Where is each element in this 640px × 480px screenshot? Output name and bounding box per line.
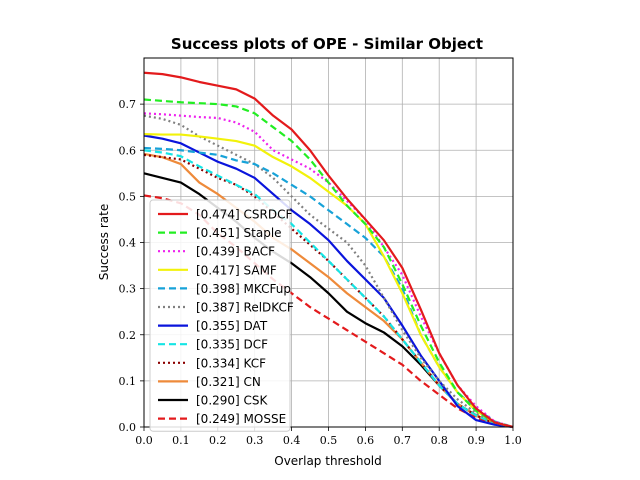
y-tick-label: 0.7: [119, 98, 137, 111]
legend-box: [149, 199, 291, 432]
y-tick-label: 0.0: [119, 421, 137, 434]
series-line: [143, 114, 514, 429]
series-line: [143, 149, 514, 429]
x-tick-label: 0.0: [135, 434, 153, 447]
legend-entry: [0.439] BACF: [196, 245, 275, 259]
legend-entry: [0.334] KCF: [196, 356, 266, 370]
x-tick-label: 0.8: [430, 434, 448, 447]
y-tick-label: 0.3: [119, 283, 137, 296]
legend-entry: [0.249] MOSSE: [196, 412, 286, 426]
chart-title: Success plots of OPE - Similar Object: [171, 35, 483, 53]
legend-entry: [0.290] CSK: [196, 394, 269, 408]
series-line: [143, 134, 514, 429]
series-line: [143, 146, 514, 429]
legend-entry: [0.398] MKCFup: [196, 282, 291, 296]
x-axis-ticks: 0.0 0.1 0.2 0.3 0.4 0.5 0.6 0.7 0.8 0.9 1.0: [135, 427, 522, 447]
y-tick-label: 0.2: [119, 329, 137, 342]
legend: [0.474] CSRDCF [0.451] Staple [0.439] BACF…: [149, 199, 294, 432]
x-tick-label: 0.2: [209, 434, 227, 447]
x-tick-label: 0.3: [246, 434, 264, 447]
legend-entry: [0.321] CN: [196, 375, 261, 389]
x-tick-label: 0.5: [320, 434, 338, 447]
legend-entry: [0.335] DCF: [196, 338, 268, 352]
x-tick-label: 0.4: [283, 434, 301, 447]
y-axis-ticks: 0.0 0.1 0.2 0.3 0.4 0.5 0.6 0.7: [119, 98, 144, 434]
series-line: [143, 112, 514, 429]
x-axis-label: Overlap threshold: [274, 454, 382, 468]
series-line: [143, 98, 514, 429]
legend-entry: [0.451] Staple: [196, 226, 282, 240]
x-tick-label: 0.6: [357, 434, 375, 447]
legend-entry: [0.355] DAT: [196, 319, 268, 333]
legend-entry: [0.474] CSRDCF: [196, 208, 292, 222]
series-line: [143, 71, 514, 429]
legend-entry: [0.417] SAMF: [196, 263, 277, 277]
x-tick-label: 0.7: [394, 434, 412, 447]
x-tick-label: 1.0: [504, 434, 522, 447]
series-lines: [143, 71, 514, 429]
y-tick-label: 0.1: [119, 375, 137, 388]
y-tick-label: 0.5: [119, 190, 137, 203]
legend-entry: [0.387] RelDKCF: [196, 301, 294, 315]
y-tick-label: 0.6: [119, 144, 137, 157]
x-tick-label: 0.1: [172, 434, 190, 447]
y-tick-label: 0.4: [119, 237, 137, 250]
x-tick-label: 0.9: [467, 434, 485, 447]
y-axis-label: Success rate: [97, 204, 111, 281]
